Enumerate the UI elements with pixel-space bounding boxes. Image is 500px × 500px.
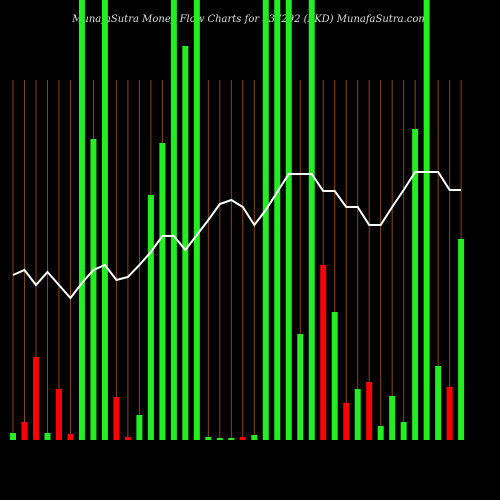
bar [113, 397, 120, 440]
bar [343, 403, 350, 440]
bar [412, 129, 419, 440]
bar [389, 396, 396, 440]
bar [366, 382, 373, 440]
bar [308, 0, 315, 440]
bar [458, 239, 465, 440]
bar [400, 422, 407, 440]
bar [228, 438, 235, 440]
bar [21, 422, 28, 440]
bar [423, 0, 430, 440]
bar [55, 389, 62, 440]
bar [331, 312, 338, 440]
bar [124, 437, 131, 440]
bar [262, 0, 269, 440]
bar [193, 0, 200, 440]
bar [239, 437, 246, 440]
bar [10, 433, 16, 440]
bar [205, 437, 212, 440]
bar [170, 0, 177, 440]
bar [32, 357, 39, 440]
bar [101, 0, 108, 440]
money-flow-line [12, 171, 462, 300]
bar [136, 415, 143, 440]
bar [354, 389, 361, 440]
bar [285, 0, 292, 440]
bar [377, 426, 384, 440]
bar [182, 46, 189, 440]
bar [251, 435, 258, 440]
bar [274, 0, 281, 440]
bar [297, 334, 304, 440]
chart-title: MunafaSutra Money Flow Charts for 537292… [71, 14, 428, 25]
bar [216, 438, 223, 440]
bar [67, 434, 74, 440]
bar [147, 195, 154, 440]
bar [78, 0, 85, 440]
bar [320, 265, 327, 440]
bar [435, 366, 442, 440]
bar [159, 143, 166, 440]
bar [446, 387, 453, 440]
bar [90, 139, 97, 440]
bar [44, 433, 51, 440]
